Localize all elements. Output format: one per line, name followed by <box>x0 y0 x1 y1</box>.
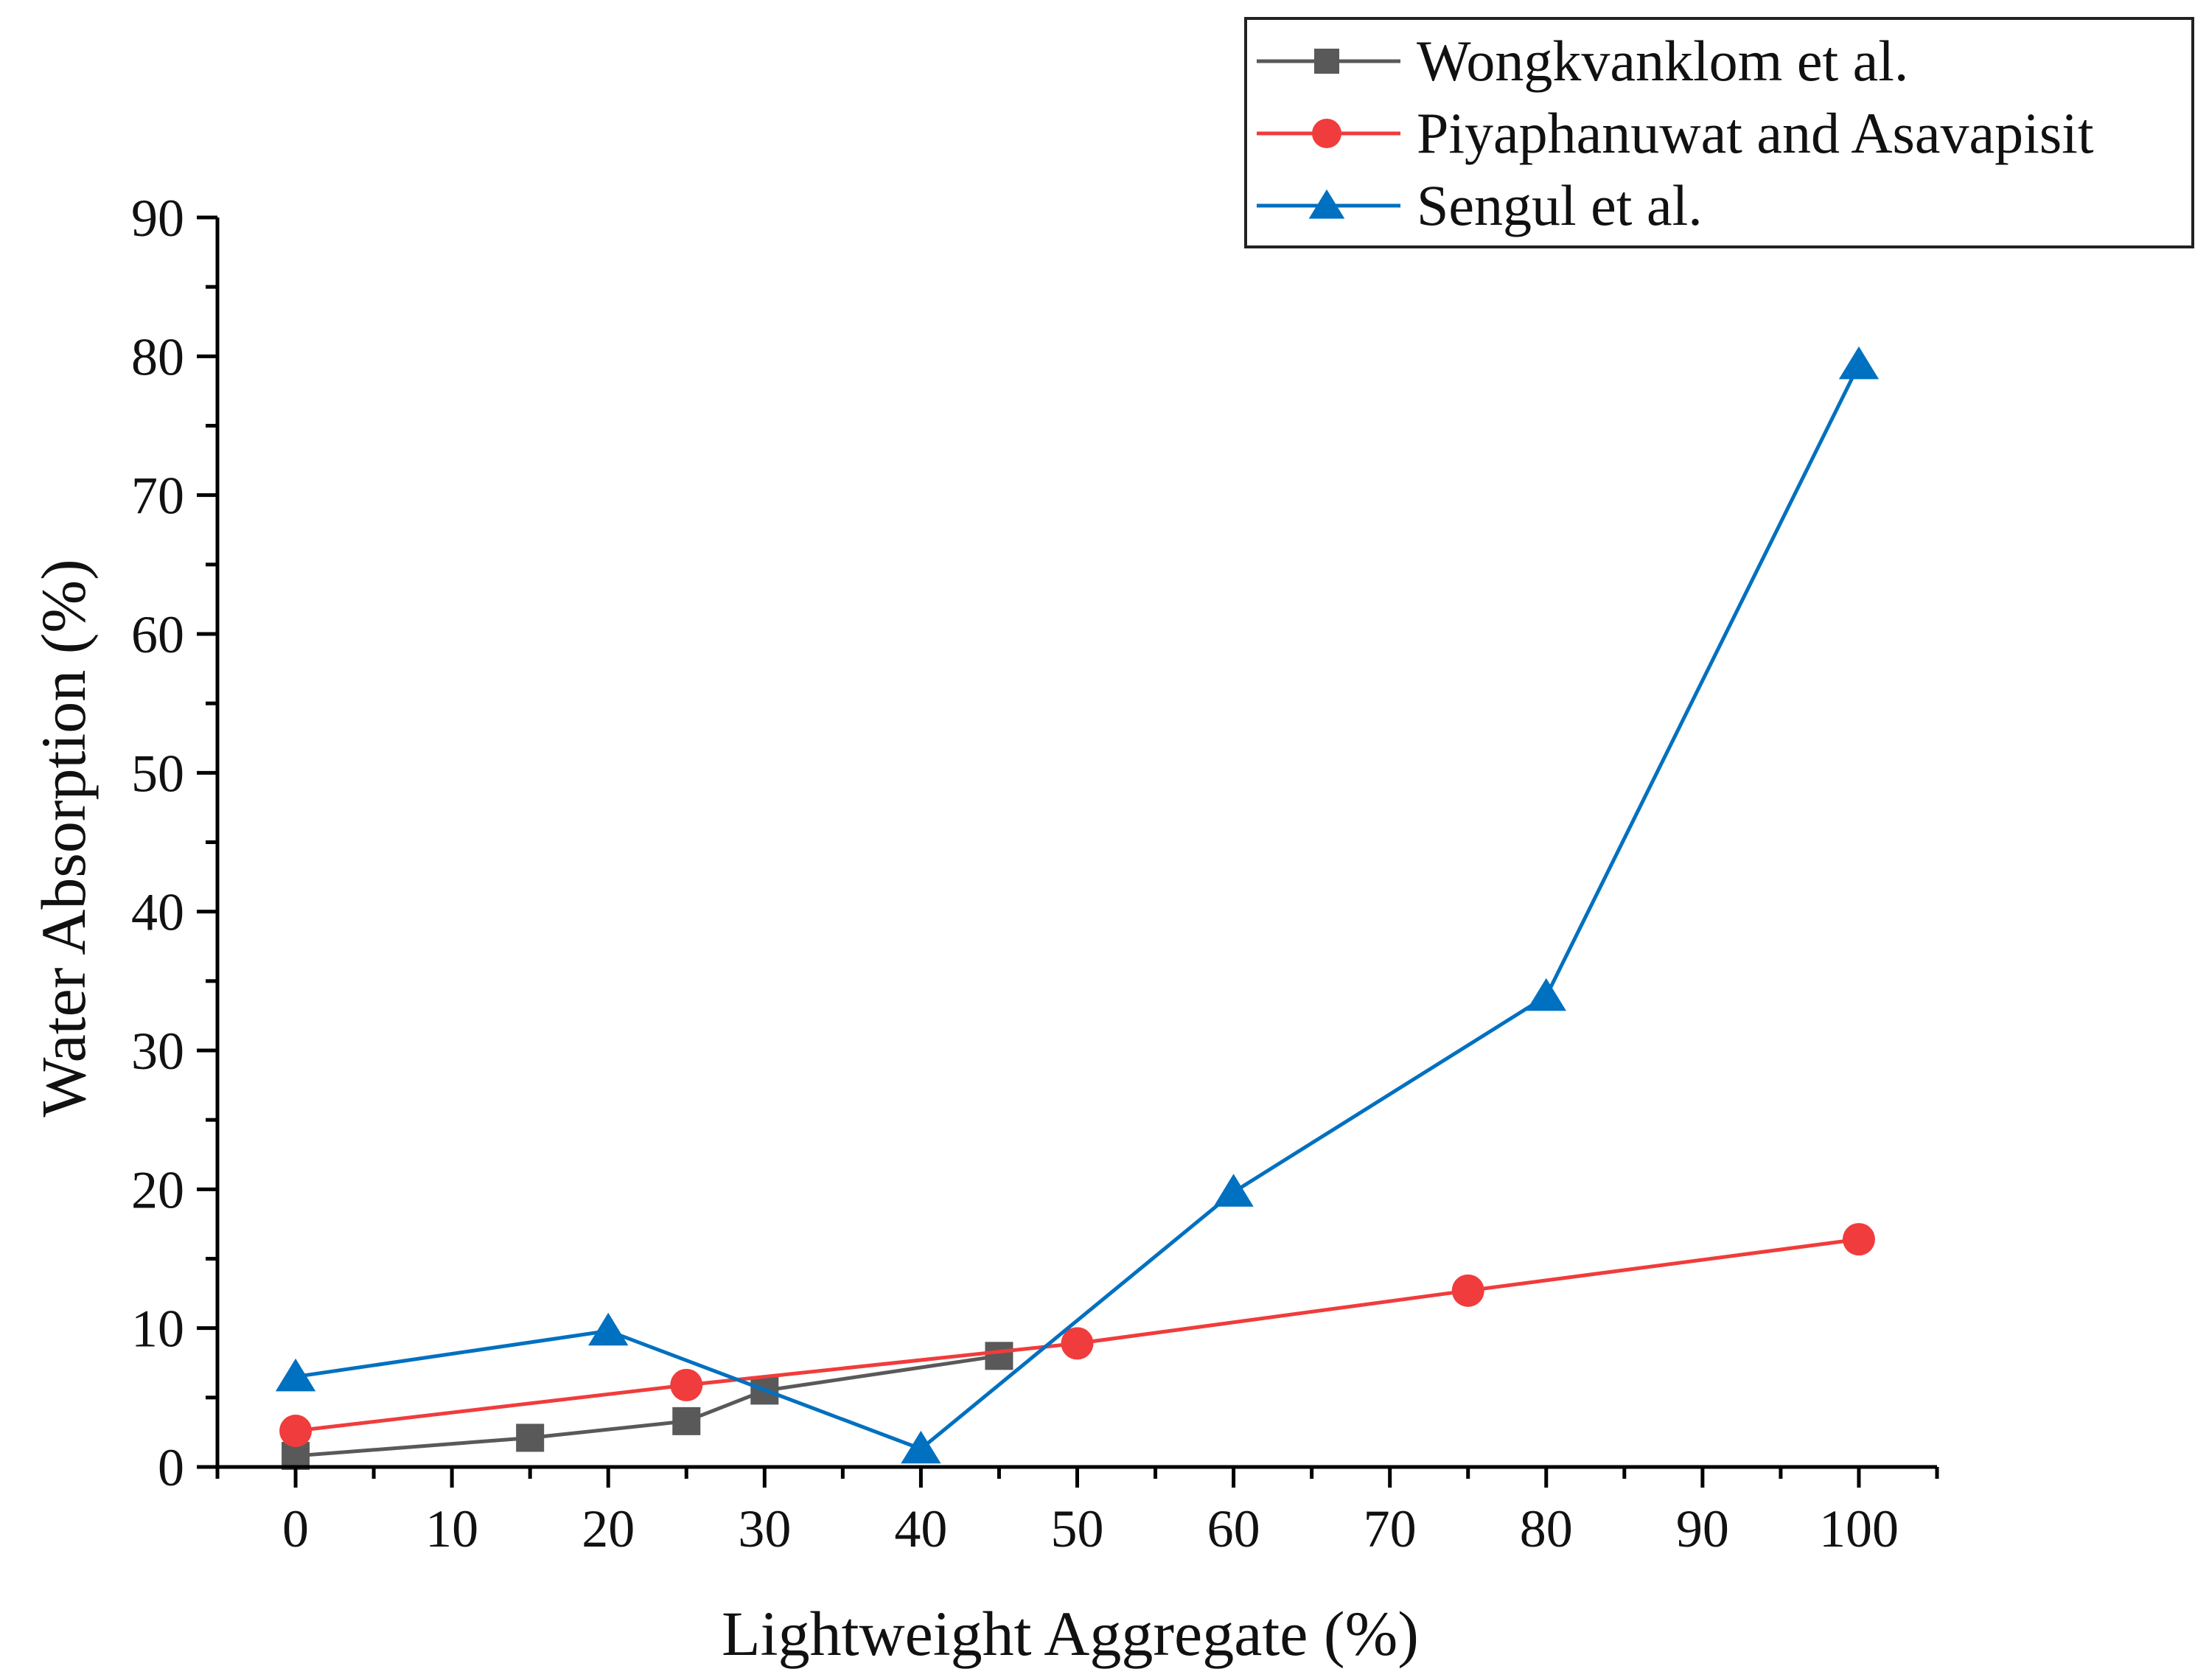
y-tick-label: 0 <box>158 1438 184 1497</box>
x-tick-label: 90 <box>1676 1499 1729 1558</box>
legend-marker <box>1314 49 1339 74</box>
data-point <box>588 1312 629 1346</box>
data-point <box>1838 346 1880 380</box>
legend: Wongkvanklom et al. Piyaphanuwat and Asav… <box>1244 17 2194 248</box>
legend-label: Wongkvanklom et al. <box>1417 29 1908 93</box>
x-axis-title: Lightweight Aggregate (%) <box>722 1598 1419 1669</box>
data-point <box>670 1368 703 1401</box>
data-point <box>1061 1327 1094 1360</box>
data-point <box>985 1342 1013 1370</box>
y-tick-label: 90 <box>131 189 184 248</box>
x-tick-label: 60 <box>1207 1499 1260 1558</box>
legend-label: Piyaphanuwat and Asavapisit <box>1417 101 2094 165</box>
y-tick-label: 60 <box>131 605 184 664</box>
series-circle <box>279 1223 1875 1448</box>
data-point <box>1451 1274 1484 1307</box>
legend-marker <box>1308 189 1345 219</box>
series-line <box>295 363 1861 1451</box>
y-axis-title: Water Absorption (%) <box>28 559 99 1117</box>
data-point <box>279 1415 313 1448</box>
series-square <box>282 1342 1013 1470</box>
x-tick-label: 40 <box>894 1499 947 1558</box>
data-point <box>275 1358 316 1392</box>
x-tick-label: 30 <box>738 1499 791 1558</box>
x-tick-label: 50 <box>1051 1499 1104 1558</box>
x-tick-label: 80 <box>1520 1499 1573 1558</box>
x-tick-label: 100 <box>1819 1499 1899 1558</box>
y-tick-label: 20 <box>131 1160 184 1219</box>
data-point <box>1842 1223 1875 1256</box>
y-tick-label: 70 <box>131 467 184 526</box>
legend-label: Sengul et al. <box>1417 173 1703 237</box>
y-tick-label: 40 <box>131 883 184 942</box>
data-point <box>672 1407 701 1435</box>
legend-marker <box>1312 119 1341 148</box>
x-tick-label: 20 <box>582 1499 635 1558</box>
legend-box <box>1244 17 2194 248</box>
plot-area <box>275 346 1880 1470</box>
data-point <box>516 1423 545 1452</box>
x-tick-label: 70 <box>1364 1499 1417 1558</box>
series-triangle <box>275 346 1880 1464</box>
y-tick-label: 80 <box>131 327 184 386</box>
y-tick-label: 30 <box>131 1022 184 1081</box>
data-point <box>1526 977 1566 1011</box>
y-tick-label: 10 <box>131 1300 184 1359</box>
data-point <box>901 1430 941 1464</box>
y-tick-label: 50 <box>131 744 184 803</box>
x-tick-label: 0 <box>282 1499 309 1558</box>
data-point <box>1213 1174 1254 1207</box>
axes: 0 10 20 30 40 50 60 70 80 90 100 0 10 20 30 40 50 60 70 80 9… <box>131 189 1939 1558</box>
x-tick-label: 10 <box>425 1499 478 1558</box>
series-line <box>295 1353 999 1458</box>
